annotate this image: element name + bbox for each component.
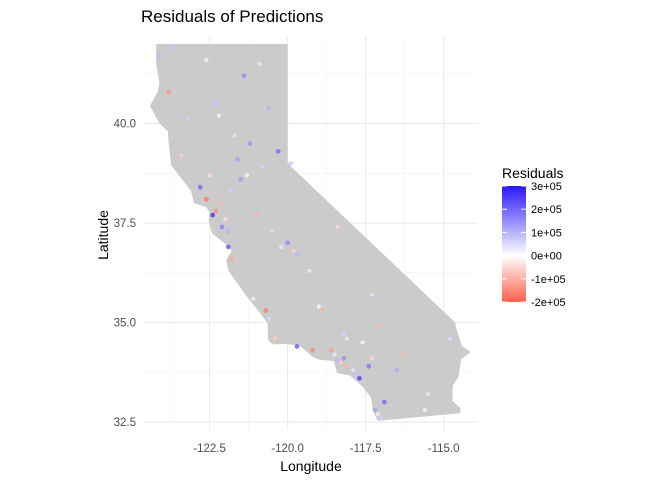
- residual-point: [341, 355, 347, 361]
- residual-point: [247, 141, 253, 146]
- residual-point: [381, 399, 387, 405]
- x-tick-label: -122.5: [193, 443, 226, 455]
- residual-point: [350, 367, 356, 373]
- residual-point: [260, 164, 266, 170]
- residual-point: [257, 61, 262, 67]
- legend-tick-label: -2e+05: [531, 297, 566, 309]
- y-tick-label: 40.0: [114, 119, 136, 131]
- residual-point: [235, 156, 241, 162]
- residual-point: [369, 355, 375, 361]
- residual-point: [213, 208, 219, 214]
- residual-point: [344, 336, 350, 341]
- residual-point: [210, 212, 216, 218]
- residual-point: [316, 304, 322, 310]
- residual-point: [422, 407, 428, 413]
- residual-point: [375, 411, 381, 417]
- residual-point: [213, 101, 219, 107]
- residual-point: [266, 105, 272, 111]
- residual-point: [241, 73, 247, 79]
- residual-point: [335, 357, 340, 363]
- residual-point: [328, 347, 334, 353]
- legend-tick-label: 1e+05: [531, 227, 562, 239]
- color-legend: Residuals 3e+05 2e+05 1e+05 0e+00 -1e+05 -2e+…: [502, 165, 566, 309]
- y-tick-label: 37.5: [114, 218, 136, 230]
- residual-point: [394, 367, 400, 373]
- residual-point: [275, 148, 281, 154]
- residual-point: [341, 332, 347, 337]
- residual-point: [306, 268, 312, 274]
- residual-point: [366, 363, 372, 369]
- residual-point: [185, 117, 191, 123]
- residual-point: [369, 292, 375, 298]
- residual-point: [331, 351, 337, 357]
- residual-point: [228, 256, 234, 262]
- residual-point: [291, 248, 297, 254]
- legend-tick-label: 0e+00: [531, 251, 562, 263]
- residual-point: [278, 244, 284, 250]
- residual-point: [360, 339, 365, 345]
- residual-point: [272, 336, 278, 341]
- residual-point: [207, 172, 213, 178]
- y-tick-label: 35.0: [114, 318, 136, 330]
- residual-point: [378, 415, 384, 421]
- residual-point: [244, 172, 250, 178]
- residual-point: [238, 176, 244, 182]
- residual-point: [197, 184, 203, 190]
- y-tick-label: 32.5: [114, 417, 136, 429]
- residual-point: [225, 228, 231, 234]
- residual-point: [228, 188, 234, 194]
- residual-point: [203, 196, 209, 202]
- residual-point: [250, 296, 256, 302]
- residual-point: [447, 336, 453, 341]
- chart-title: Residuals of Predictions: [141, 7, 323, 26]
- residual-point: [310, 347, 316, 353]
- residual-point: [269, 228, 275, 234]
- legend-tick-label: -1e+05: [531, 274, 566, 286]
- residual-point: [400, 351, 406, 357]
- residual-point: [219, 224, 225, 230]
- residual-point: [294, 343, 300, 349]
- residual-point: [344, 363, 350, 369]
- residual-point: [319, 308, 325, 314]
- x-tick-label: -115.0: [428, 443, 460, 455]
- residual-point: [294, 252, 300, 258]
- residual-point: [375, 324, 381, 329]
- residual-point: [263, 308, 269, 314]
- residual-point: [179, 152, 184, 158]
- residual-point: [288, 160, 294, 166]
- residual-point: [157, 53, 163, 59]
- residual-point: [335, 224, 340, 230]
- california-land-shape: [149, 44, 471, 421]
- legend-title: Residuals: [502, 165, 563, 181]
- residual-point: [203, 57, 209, 63]
- residual-points: [157, 45, 453, 421]
- residual-point: [166, 89, 172, 95]
- residual-point: [285, 240, 291, 246]
- residual-point: [222, 216, 228, 222]
- legend-tick-label: 3e+05: [531, 181, 562, 193]
- residual-point: [372, 407, 378, 413]
- residual-point: [266, 316, 272, 322]
- x-tick-label: -120.0: [271, 443, 304, 455]
- residual-point: [216, 113, 222, 119]
- residual-point: [169, 45, 175, 51]
- residual-point: [232, 133, 237, 138]
- residual-point: [353, 371, 359, 377]
- x-axis-title: Longitude: [280, 458, 342, 474]
- residual-point: [216, 200, 222, 206]
- legend-tick-labels: 3e+05 2e+05 1e+05 0e+00 -1e+05 -2e+05: [502, 181, 566, 309]
- legend-colorbar: [502, 186, 526, 302]
- y-axis-title: Latitude: [95, 210, 111, 260]
- residual-point: [225, 244, 231, 250]
- x-tick-label: -117.5: [350, 443, 382, 455]
- residual-point: [253, 212, 259, 218]
- x-axis-tick-labels: -122.5 -120.0 -117.5 -115.0: [193, 443, 459, 455]
- y-axis-tick-labels: 32.5 35.0 37.5 40.0: [114, 119, 136, 429]
- residual-point: [356, 375, 362, 381]
- legend-tick-label: 2e+05: [531, 204, 562, 216]
- residual-point: [425, 391, 431, 397]
